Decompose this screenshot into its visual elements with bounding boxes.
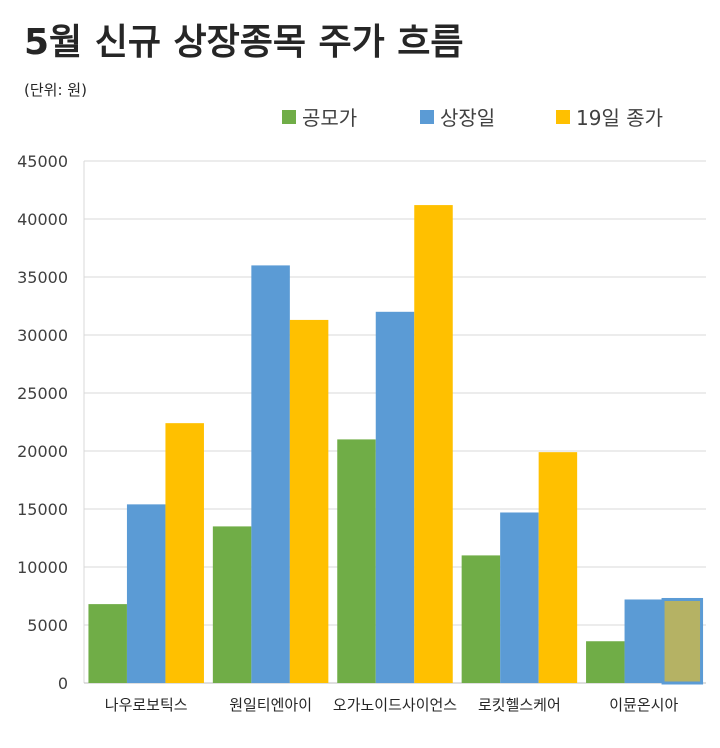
bar — [165, 423, 204, 683]
bar — [375, 311, 415, 683]
y-tick-label: 30000 — [17, 326, 68, 345]
legend-label: 19일 종가 — [576, 106, 663, 130]
bar — [337, 439, 376, 683]
x-axis: 나우로보틱스 원일티엔아이 오가노이드사이언스 로킷헬스케어 이뮨온시아 — [105, 696, 679, 714]
y-tick-label: 45000 — [17, 152, 68, 171]
y-tick-label: 10000 — [17, 558, 68, 577]
legend: 공모가 상장일 19일 종가 — [282, 106, 663, 130]
x-tick-label: 로킷헬스케어 — [478, 696, 561, 714]
y-tick-label: 25000 — [17, 384, 68, 403]
bar — [661, 597, 704, 685]
y-axis: 0 5000 10000 15000 20000 25000 30000 35000 40000… — [17, 152, 68, 693]
legend-label: 상장일 — [440, 106, 495, 130]
chart-subtitle: (단위: 원) — [24, 81, 87, 99]
y-tick-label: 5000 — [27, 616, 68, 635]
x-tick-label: 나우로보틱스 — [105, 696, 188, 714]
chart-title: 5월 신규 상장종목 주가 흐름 — [24, 22, 464, 63]
x-tick-label: 원일티엔아이 — [229, 696, 312, 714]
bar — [586, 641, 625, 683]
y-tick-label: 0 — [58, 674, 68, 693]
y-tick-label: 20000 — [17, 442, 68, 461]
y-tick-label: 15000 — [17, 500, 68, 519]
bar — [88, 604, 127, 683]
legend-label: 공모가 — [302, 106, 357, 130]
legend-swatch — [420, 110, 434, 124]
bar — [212, 526, 252, 683]
legend-swatch — [282, 110, 296, 124]
bar — [126, 504, 166, 683]
bar — [624, 599, 664, 683]
bar — [500, 512, 539, 683]
legend-swatch — [556, 110, 570, 124]
bar — [289, 319, 329, 683]
y-tick-label: 35000 — [17, 268, 68, 287]
y-tick-label: 40000 — [17, 210, 68, 229]
bars — [88, 205, 704, 685]
bar — [251, 265, 290, 683]
bar — [538, 452, 578, 683]
bar — [414, 205, 453, 683]
x-tick-label: 오가노이드사이언스 — [333, 696, 457, 714]
bar — [461, 555, 501, 683]
x-tick-label: 이뮨온시아 — [609, 696, 678, 714]
